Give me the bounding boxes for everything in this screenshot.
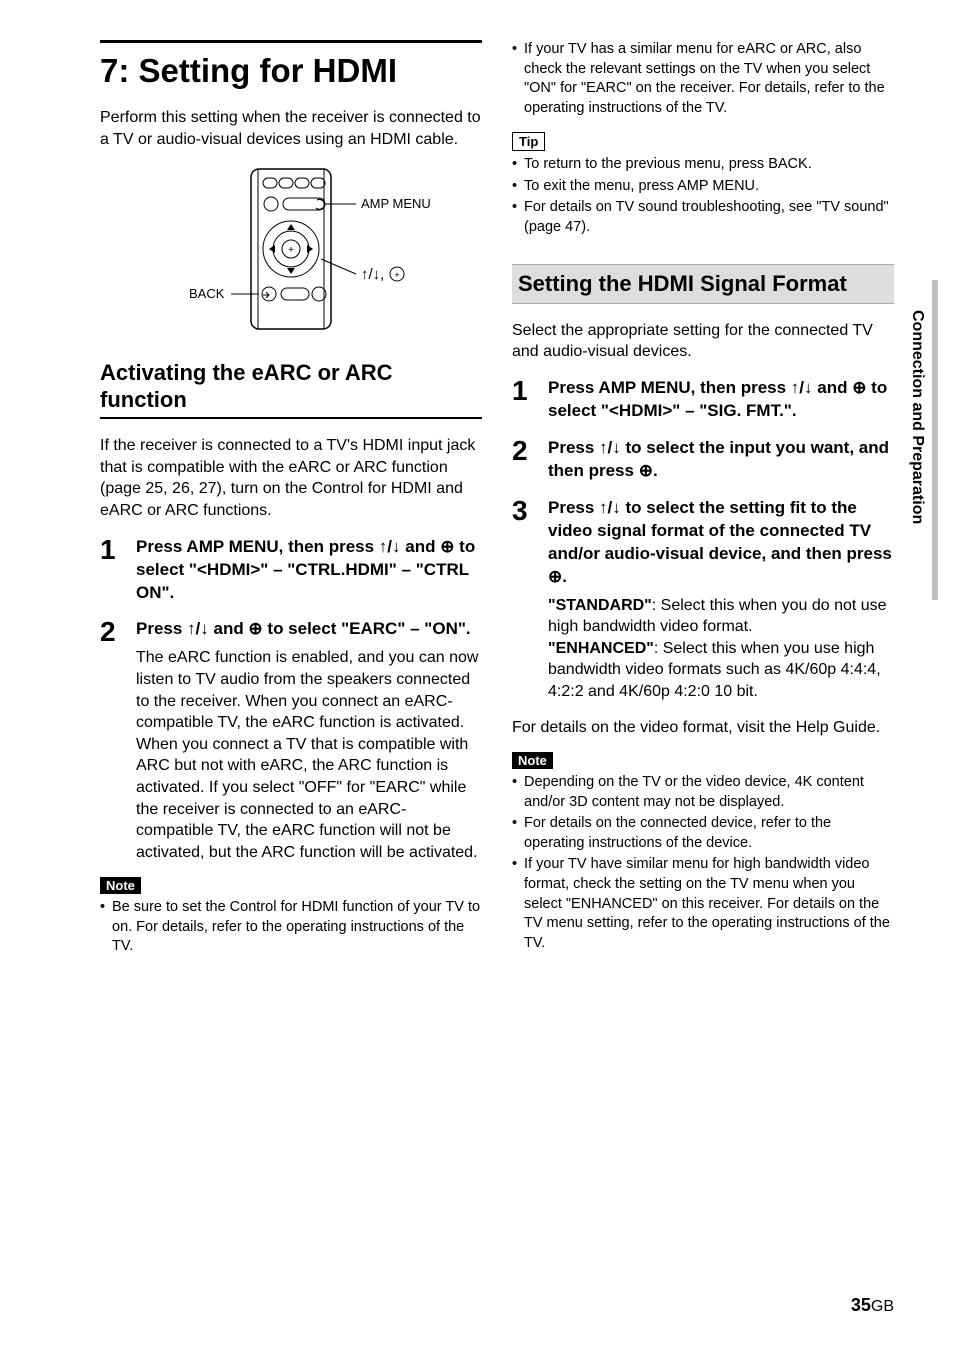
left-column: 7: Setting for HDMI Perform this setting… (100, 40, 482, 971)
tip-label: Tip (512, 132, 545, 151)
note-list: Depending on the TV or the video device,… (512, 773, 894, 953)
step-description: "STANDARD": Select this when you do not … (548, 595, 894, 703)
svg-text:+: + (394, 270, 399, 280)
tip-item: To return to the previous menu, press BA… (512, 155, 894, 175)
note-item: If your TV has a similar menu for eARC o… (512, 40, 894, 118)
step-description: The eARC function is enabled, and you ca… (136, 647, 482, 863)
step-number: 3 (512, 497, 534, 703)
page-number-suffix: GB (871, 1298, 894, 1315)
tip-item: For details on TV sound troubleshooting,… (512, 198, 894, 237)
tip-list: To return to the previous menu, press BA… (512, 155, 894, 237)
step-heading: Press ↑/↓ to select the setting fit to t… (548, 497, 894, 589)
page-columns: 7: Setting for HDMI Perform this setting… (100, 40, 894, 971)
svg-text:+: + (288, 245, 294, 256)
note-label: Note (100, 877, 141, 894)
note-list: Be sure to set the Control for HDMI func… (100, 898, 482, 957)
right-step-1: 1 Press AMP MENU, then press ↑/↓ and ⊕ t… (512, 377, 894, 423)
label-arrows: ↑/↓, (361, 266, 384, 283)
step-heading: Press AMP MENU, then press ↑/↓ and ⊕ to … (136, 536, 482, 605)
label-back: BACK (189, 286, 225, 301)
right-column: If your TV has a similar menu for eARC o… (512, 40, 894, 971)
section-earc-intro: If the receiver is connected to a TV's H… (100, 435, 482, 521)
step-heading: Press AMP MENU, then press ↑/↓ and ⊕ to … (548, 377, 894, 423)
top-note-list: If your TV has a similar menu for eARC o… (512, 40, 894, 118)
page-number: 35GB (851, 1295, 894, 1316)
note-block: Note Be sure to set the Control for HDMI… (100, 877, 482, 957)
label-amp-menu: AMP MENU (361, 196, 431, 211)
option-standard-label: "STANDARD" (548, 597, 652, 614)
page-number-value: 35 (851, 1295, 871, 1315)
note-label: Note (512, 752, 553, 769)
left-step-2: 2 Press ↑/↓ and ⊕ to select "EARC" – "ON… (100, 618, 482, 863)
side-section-label: Connection and Preparation (908, 310, 926, 524)
intro-text: Perform this setting when the receiver i… (100, 107, 482, 150)
right-step-3: 3 Press ↑/↓ to select the setting fit to… (512, 497, 894, 703)
left-step-1: 1 Press AMP MENU, then press ↑/↓ and ⊕ t… (100, 536, 482, 605)
step-number: 1 (512, 377, 534, 423)
step-number: 2 (100, 618, 122, 863)
section-signal-intro: Select the appropriate setting for the c… (512, 320, 894, 363)
note-item: For details on the connected device, ref… (512, 814, 894, 853)
note-item: Be sure to set the Control for HDMI func… (100, 898, 482, 957)
step-heading: Press ↑/↓ and ⊕ to select "EARC" – "ON". (136, 618, 482, 641)
post-paragraph: For details on the video format, visit t… (512, 717, 894, 739)
note-item: If your TV have similar menu for high ba… (512, 855, 894, 953)
note-item: Depending on the TV or the video device,… (512, 773, 894, 812)
page-title: 7: Setting for HDMI (100, 53, 482, 89)
title-rule (100, 40, 482, 43)
side-gray-bar (932, 280, 938, 600)
right-step-2: 2 Press ↑/↓ to select the input you want… (512, 437, 894, 483)
step-number: 2 (512, 437, 534, 483)
section-earc-title: Activating the eARC or ARC function (100, 358, 482, 419)
step-heading: Press ↑/↓ to select the input you want, … (548, 437, 894, 483)
tip-item: To exit the menu, press AMP MENU. (512, 177, 894, 197)
remote-diagram: + AMP MENU ↑/↓, + BACK (100, 164, 482, 334)
section-signal-title: Setting the HDMI Signal Format (512, 264, 894, 304)
option-enhanced-label: "ENHANCED" (548, 640, 654, 657)
step-number: 1 (100, 536, 122, 605)
